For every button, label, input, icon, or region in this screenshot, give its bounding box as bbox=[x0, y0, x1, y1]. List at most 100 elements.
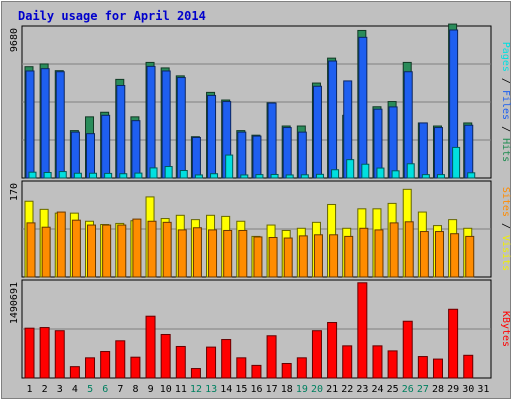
panel-kb-legend: KBytes bbox=[500, 311, 511, 347]
bar-sites-day-17 bbox=[268, 236, 278, 278]
bar-kbytes-day-29 bbox=[448, 308, 459, 379]
bar-files-day-5 bbox=[86, 133, 96, 179]
bar-kbytes-day-5 bbox=[85, 357, 96, 379]
bar-sites-day-7 bbox=[117, 224, 127, 278]
bar-pages-day-8 bbox=[134, 172, 143, 179]
x-tick-label-day-2: 2 bbox=[42, 384, 48, 395]
x-tick-label-day-25: 25 bbox=[387, 384, 399, 395]
legend-files: Files bbox=[500, 90, 511, 120]
bar-pages-day-22 bbox=[346, 159, 355, 179]
x-tick-label-day-7: 7 bbox=[117, 384, 123, 395]
x-tick-label-day-6: 6 bbox=[102, 384, 108, 395]
bar-kbytes-day-24 bbox=[372, 345, 383, 379]
x-tick-label-day-11: 11 bbox=[175, 384, 187, 395]
bar-kbytes-day-25 bbox=[387, 350, 398, 379]
x-tick-label-day-12: 12 bbox=[190, 384, 202, 395]
bar-pages-day-6 bbox=[104, 172, 113, 179]
bar-pages-day-20 bbox=[315, 173, 324, 179]
bar-sites-day-22 bbox=[344, 235, 354, 278]
x-tick-label-day-22: 22 bbox=[341, 384, 353, 395]
bar-pages-day-9 bbox=[149, 167, 158, 179]
bar-pages-day-17 bbox=[270, 173, 279, 179]
bar-sites-day-5 bbox=[87, 224, 97, 278]
x-tick-label-day-29: 29 bbox=[447, 384, 459, 395]
bar-files-day-8 bbox=[131, 120, 141, 179]
bar-sites-day-1 bbox=[26, 222, 36, 278]
bar-pages-day-12 bbox=[194, 174, 203, 179]
x-tick-label-day-1: 1 bbox=[27, 384, 33, 395]
bar-files-day-16 bbox=[252, 135, 262, 179]
bar-files-day-21 bbox=[328, 60, 338, 179]
bar-sites-day-3 bbox=[56, 211, 66, 278]
bar-files-day-28 bbox=[433, 127, 443, 179]
panel-kb-ymax-label: 1490691 bbox=[9, 282, 20, 324]
bar-files-day-27 bbox=[418, 122, 428, 179]
legend-visits: Visits bbox=[500, 235, 511, 271]
bar-kbytes-day-27 bbox=[417, 356, 428, 379]
x-tick-label-day-21: 21 bbox=[326, 384, 338, 395]
bar-kbytes-day-3 bbox=[54, 330, 65, 379]
bar-kbytes-day-19 bbox=[296, 357, 307, 379]
x-tick-label-day-17: 17 bbox=[266, 384, 278, 395]
bar-sites-day-19 bbox=[298, 235, 308, 278]
bar-sites-day-11 bbox=[177, 229, 187, 278]
bar-kbytes-day-26 bbox=[402, 320, 413, 379]
bar-files-day-26 bbox=[403, 71, 413, 179]
x-tick-label-day-27: 27 bbox=[417, 384, 429, 395]
panel-vs-legend: Sites / Visits bbox=[500, 187, 511, 271]
bar-pages-day-13 bbox=[210, 173, 219, 179]
bar-files-day-23 bbox=[358, 36, 368, 179]
legend-hits: Hits bbox=[500, 138, 511, 162]
bar-sites-day-24 bbox=[374, 229, 384, 278]
bar-sites-day-15 bbox=[238, 229, 248, 278]
bar-sites-day-21 bbox=[329, 234, 339, 278]
bar-pages-day-7 bbox=[119, 173, 128, 179]
bar-files-day-30 bbox=[464, 124, 474, 179]
bar-sites-day-16 bbox=[253, 236, 263, 278]
bar-sites-day-30 bbox=[465, 235, 475, 278]
legend-sites: Sites bbox=[500, 187, 511, 217]
bar-pages-day-5 bbox=[89, 172, 98, 179]
bar-files-day-19 bbox=[297, 131, 307, 179]
bar-sites-day-18 bbox=[283, 237, 293, 278]
bar-kbytes-day-30 bbox=[463, 354, 474, 379]
bar-sites-day-23 bbox=[359, 227, 369, 278]
bar-kbytes-day-9 bbox=[145, 315, 156, 379]
bar-kbytes-day-1 bbox=[24, 327, 35, 379]
bar-pages-day-25 bbox=[391, 170, 400, 179]
x-tick-label-day-28: 28 bbox=[432, 384, 444, 395]
x-tick-label-day-14: 14 bbox=[220, 384, 232, 395]
bar-kbytes-day-17 bbox=[266, 335, 277, 379]
x-tick-label-day-20: 20 bbox=[311, 384, 323, 395]
x-tick-label-day-8: 8 bbox=[132, 384, 138, 395]
bar-files-day-10 bbox=[161, 70, 171, 179]
bar-sites-day-6 bbox=[102, 224, 112, 278]
chart-title: Daily usage for April 2014 bbox=[18, 9, 206, 23]
bar-kbytes-day-22 bbox=[342, 345, 353, 379]
outer-border-dark bbox=[1, 1, 511, 399]
bar-files-day-25 bbox=[388, 106, 398, 179]
x-tick-label-day-5: 5 bbox=[87, 384, 93, 395]
bar-sites-day-14 bbox=[223, 229, 233, 278]
bar-files-day-3 bbox=[55, 71, 65, 179]
bar-pages-day-18 bbox=[285, 174, 294, 179]
x-tick-label-day-10: 10 bbox=[160, 384, 172, 395]
x-tick-label-day-30: 30 bbox=[462, 384, 474, 395]
legend-separator: / bbox=[500, 217, 511, 235]
bar-pages-day-10 bbox=[164, 166, 173, 179]
bar-kbytes-day-28 bbox=[432, 358, 443, 379]
bar-kbytes-day-18 bbox=[281, 362, 292, 379]
legend-pages: Pages bbox=[500, 42, 511, 72]
legend-separator: / bbox=[500, 120, 511, 138]
bar-pages-day-26 bbox=[406, 163, 415, 179]
bar-files-day-13 bbox=[207, 94, 217, 179]
bar-files-day-11 bbox=[176, 77, 186, 179]
bar-sites-day-2 bbox=[41, 226, 51, 278]
bar-pages-day-14 bbox=[225, 154, 234, 179]
bar-sites-day-27 bbox=[419, 231, 429, 278]
bar-kbytes-day-7 bbox=[115, 340, 126, 379]
bar-sites-day-28 bbox=[434, 231, 444, 278]
bar-kbytes-day-20 bbox=[311, 330, 322, 379]
bar-kbytes-day-4 bbox=[69, 366, 80, 379]
